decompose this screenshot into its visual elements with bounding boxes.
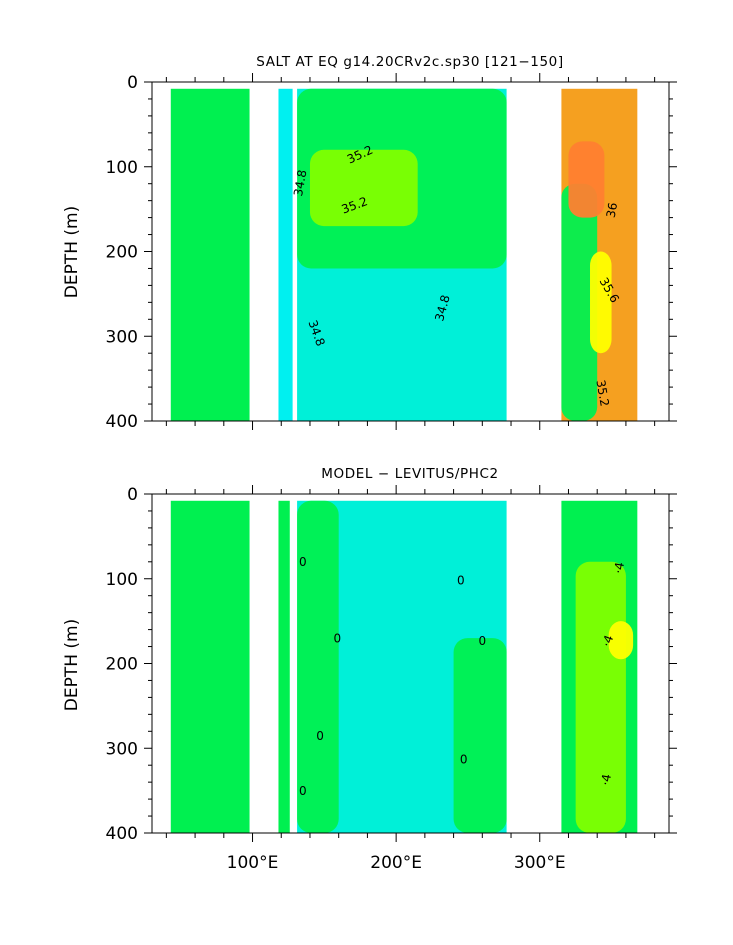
region-0-3 <box>590 251 612 354</box>
region-1-2 <box>575 561 626 833</box>
contour-label-0-7: 35.2 <box>593 379 611 408</box>
lower-panel: MODEL − LEVITUS/PHC2 DEPTH (m) 0 0 0 0 0 0 0 ·4… <box>62 466 677 873</box>
x-tick-label-1: 200°E <box>370 853 422 873</box>
upper-ylabel: DEPTH (m) <box>62 206 82 298</box>
x-tick-label-0: 100°E <box>227 853 279 873</box>
y-tick-label-0-4: 400 <box>106 412 138 432</box>
y-tick-label-1-0: 0 <box>127 485 138 505</box>
y-tick-label-0-3: 300 <box>106 327 138 347</box>
x-tick-label-2: 300°E <box>514 853 566 873</box>
contour-label-1-0: 0 <box>299 555 307 569</box>
contour-label-0-1: 34.8 <box>291 169 309 198</box>
contour-label-1-3: 0 <box>478 634 486 648</box>
section-1-0 <box>170 500 250 833</box>
y-tick-label-1-3: 300 <box>106 739 138 759</box>
lower-plot: 0 0 0 0 0 0 0 ·4 ·4 ·4 0 100 200 300 400 100°E 200°E 300°… <box>106 485 677 873</box>
y-tick-label-1-4: 400 <box>106 824 138 844</box>
upper-title: SALT AT EQ g14.20CRv2c.sp30 [121−150] <box>256 54 563 70</box>
land-gap-0-0 <box>249 83 279 421</box>
land-gap-0-4 <box>152 83 171 421</box>
land-gap-1-1 <box>289 495 298 833</box>
region-1-3 <box>608 621 634 660</box>
land-gap-0-1 <box>292 83 298 421</box>
lower-ylabel: DEPTH (m) <box>62 619 82 711</box>
region-0-1 <box>309 149 418 227</box>
contour-label-0-3: 34.8 <box>432 293 452 322</box>
section-0-0 <box>170 88 250 421</box>
land-gap-1-4 <box>152 495 171 833</box>
land-gap-1-2 <box>506 495 562 833</box>
contour-label-1-5: 0 <box>460 753 468 767</box>
contour-label-1-6: 0 <box>299 784 307 798</box>
region-0-4 <box>568 141 605 218</box>
section-1-1 <box>278 500 290 833</box>
land-gap-1-0 <box>249 495 279 833</box>
contour-label-1-9: ·4 <box>598 773 614 787</box>
contour-label-1-4: 0 <box>316 729 324 743</box>
lower-title: MODEL − LEVITUS/PHC2 <box>321 466 498 482</box>
contour-label-1-8: ·4 <box>599 633 616 649</box>
land-gap-1-3 <box>637 495 669 833</box>
contour-label-0-5: 36 <box>604 201 620 218</box>
region-1-0 <box>297 500 339 833</box>
contour-label-1-1: 0 <box>457 574 465 588</box>
land-gap-0-2 <box>506 83 562 421</box>
contour-label-1-2: 0 <box>333 631 341 645</box>
contour-label-1-7: ·4 <box>611 561 627 575</box>
region-1-1 <box>453 638 507 833</box>
y-tick-label-0-1: 100 <box>106 158 138 178</box>
y-tick-label-0-2: 200 <box>106 243 138 263</box>
upper-plot: 35.234.835.234.834.83635.635.20100200300… <box>106 73 677 432</box>
upper-panel: SALT AT EQ g14.20CRv2c.sp30 [121−150] DE… <box>62 54 677 432</box>
region-0-2 <box>561 183 598 421</box>
y-tick-label-1-2: 200 <box>106 655 138 675</box>
y-tick-label-1-1: 100 <box>106 570 138 590</box>
y-tick-label-0-0: 0 <box>127 73 138 93</box>
section-0-1 <box>278 88 293 421</box>
land-gap-0-3 <box>637 83 669 421</box>
